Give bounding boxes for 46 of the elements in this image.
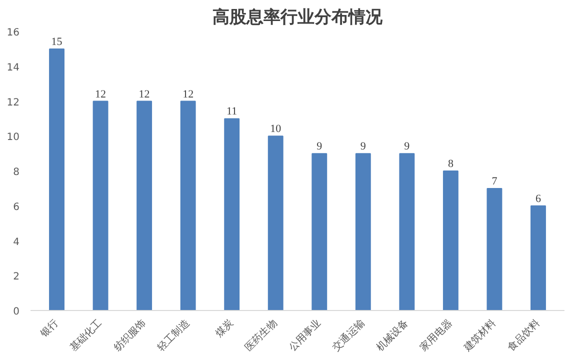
bar	[442, 170, 458, 310]
x-tick-label: 交通运输	[330, 316, 368, 354]
data-label: 9	[404, 140, 410, 153]
x-tick-label: 食品饮料	[505, 316, 542, 354]
bar	[136, 100, 152, 310]
x-tick-label: 轻工制造	[155, 316, 192, 354]
bar	[49, 48, 64, 310]
x-tick-label: 基础化工	[68, 316, 104, 354]
data-label: 8	[448, 158, 454, 170]
chart-title: 高股息率行业分布情况	[212, 8, 384, 26]
bar	[399, 153, 415, 310]
bar	[486, 188, 502, 310]
y-tick-label: 16	[6, 28, 20, 38]
bar	[312, 153, 328, 310]
y-tick-label: 2	[13, 272, 20, 283]
data-label: 15	[51, 36, 63, 48]
y-tick-label: 0	[13, 306, 20, 318]
y-tick-label: 4	[13, 236, 20, 248]
bar	[268, 136, 284, 310]
x-tick-label: 建筑材料	[460, 316, 498, 354]
x-tick-label: 家用电器	[418, 316, 455, 354]
y-tick-label: 8	[13, 167, 20, 178]
bar	[224, 118, 240, 310]
data-label: 11	[226, 106, 238, 118]
data-label: 6	[535, 192, 542, 205]
x-tick-label: 医药生物	[242, 316, 280, 354]
bar	[92, 100, 108, 310]
data-label: 9	[360, 140, 366, 153]
data-label: 9	[316, 140, 323, 153]
x-tick-label: 机械设备	[374, 316, 411, 354]
data-label: 12	[182, 88, 194, 100]
y-tick-label: 14	[6, 62, 20, 74]
data-label: 12	[95, 88, 106, 100]
bar	[180, 100, 196, 310]
y-tick-label: 10	[6, 132, 20, 144]
bar	[355, 153, 371, 310]
data-label: 12	[138, 88, 150, 100]
data-label: 10	[270, 123, 282, 136]
x-tick-label: 公用事业	[286, 316, 324, 354]
y-tick-label: 6	[13, 202, 20, 213]
x-tick-label: 银行	[38, 318, 61, 340]
data-label: 7	[492, 175, 498, 188]
y-tick-label: 12	[6, 97, 20, 108]
bar	[530, 205, 546, 310]
x-tick-label: 纺织服饰	[111, 316, 148, 354]
x-tick-label: 煤炭	[213, 316, 236, 340]
